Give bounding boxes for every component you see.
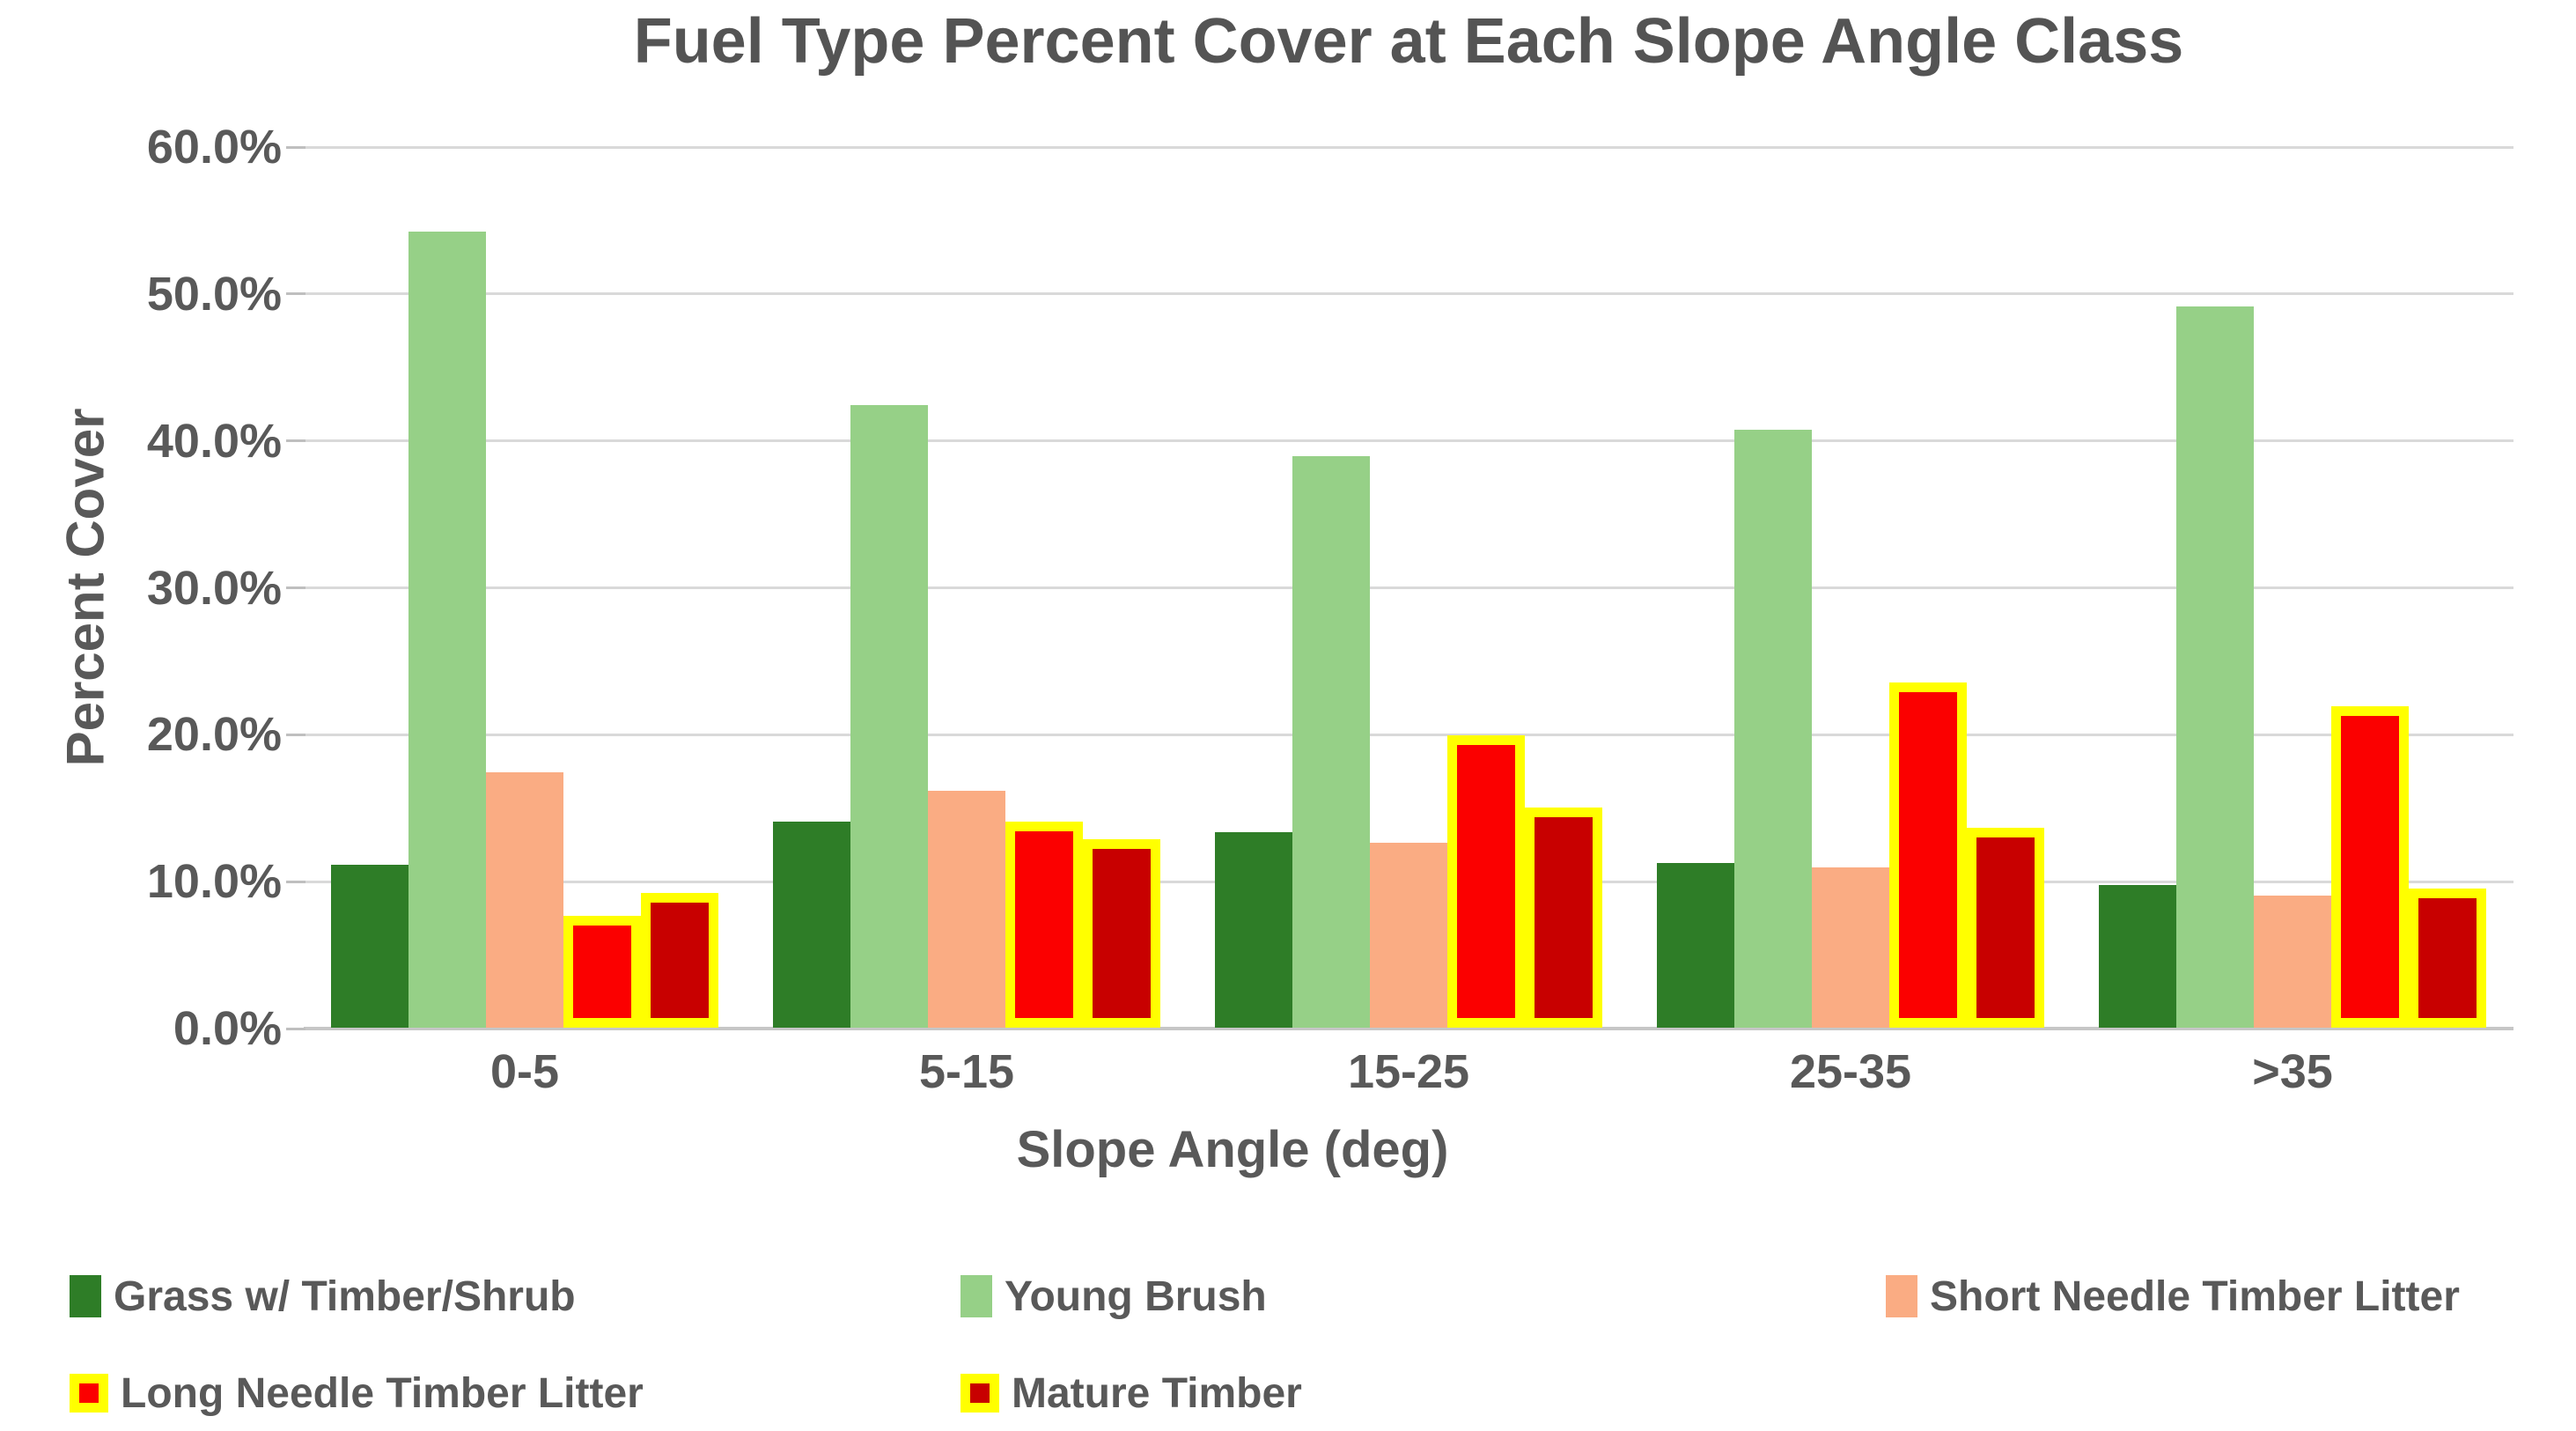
legend-item-young-brush: Young Brush xyxy=(960,1272,1267,1320)
bar-young-brush-15-25 xyxy=(1292,456,1370,1028)
bar-grass-w-timber-shrub-25-35 xyxy=(1657,863,1734,1028)
legend-item-mature-timber: Mature Timber xyxy=(960,1369,1302,1417)
chart-title: Fuel Type Percent Cover at Each Slope An… xyxy=(633,6,2184,77)
y-axis-tick xyxy=(286,292,305,296)
y-tick-label: 30.0% xyxy=(146,561,282,615)
x-tick-label: 5-15 xyxy=(918,1045,1015,1098)
x-axis-title: Slope Angle (deg) xyxy=(1016,1121,1449,1178)
y-axis-tick xyxy=(286,880,305,883)
bar-young-brush-5-15 xyxy=(850,404,928,1028)
y-axis-tick xyxy=(286,1027,305,1030)
gridline xyxy=(304,439,2513,443)
bar-short-needle-timber-litter-0-5 xyxy=(486,771,563,1028)
legend-label: Mature Timber xyxy=(1012,1369,1302,1417)
bar-long-needle-timber-litter->35 xyxy=(2331,705,2409,1028)
y-axis-tick xyxy=(286,145,305,149)
y-tick-label: 10.0% xyxy=(146,855,282,909)
y-tick-label: 0.0% xyxy=(173,1002,282,1055)
bar-short-needle-timber-litter-25-35 xyxy=(1812,867,1889,1028)
bar-grass-w-timber-shrub-0-5 xyxy=(331,864,408,1028)
bar-long-needle-timber-litter-0-5 xyxy=(563,916,641,1028)
bar-mature-timber->35 xyxy=(2409,888,2486,1028)
bar-long-needle-timber-litter-15-25 xyxy=(1447,735,1525,1028)
bar-mature-timber-25-35 xyxy=(1967,828,2044,1028)
gridline xyxy=(304,145,2513,149)
bar-short-needle-timber-litter->35 xyxy=(2254,895,2331,1028)
legend-swatch-icon xyxy=(70,1275,101,1317)
legend-swatch-icon xyxy=(70,1374,108,1413)
bar-young-brush->35 xyxy=(2176,306,2254,1028)
legend-item-short-needle-timber-litter: Short Needle Timber Litter xyxy=(1886,1272,2460,1320)
bar-young-brush-0-5 xyxy=(408,231,486,1028)
legend-item-grass-w-timber-shrub: Grass w/ Timber/Shrub xyxy=(70,1272,576,1320)
x-tick-label: 25-35 xyxy=(1789,1045,1912,1098)
gridline xyxy=(304,586,2513,589)
x-tick-label: 15-25 xyxy=(1347,1045,1470,1098)
bar-grass-w-timber-shrub->35 xyxy=(2099,885,2176,1028)
bar-mature-timber-15-25 xyxy=(1525,807,1602,1028)
x-tick-label: 0-5 xyxy=(489,1045,560,1098)
bar-short-needle-timber-litter-15-25 xyxy=(1370,842,1447,1028)
y-axis-tick xyxy=(286,439,305,443)
bar-grass-w-timber-shrub-5-15 xyxy=(773,822,850,1028)
bar-grass-w-timber-shrub-15-25 xyxy=(1215,832,1292,1028)
legend-label: Grass w/ Timber/Shrub xyxy=(114,1272,576,1320)
y-tick-label: 20.0% xyxy=(146,708,282,762)
bar-short-needle-timber-litter-5-15 xyxy=(928,791,1005,1028)
y-tick-label: 50.0% xyxy=(146,267,282,321)
bar-mature-timber-0-5 xyxy=(641,892,718,1028)
legend-swatch-icon xyxy=(960,1374,999,1413)
legend-swatch-icon xyxy=(1886,1275,1917,1317)
x-axis-line xyxy=(304,1027,2513,1030)
bar-long-needle-timber-litter-5-15 xyxy=(1005,822,1083,1028)
x-tick-label: >35 xyxy=(2252,1045,2333,1098)
y-tick-label: 40.0% xyxy=(146,414,282,468)
y-axis-tick xyxy=(286,586,305,589)
bar-young-brush-25-35 xyxy=(1734,429,1812,1028)
gridline xyxy=(304,292,2513,296)
bar-long-needle-timber-litter-25-35 xyxy=(1889,682,1967,1028)
legend-label: Short Needle Timber Litter xyxy=(1930,1272,2460,1320)
legend-label: Long Needle Timber Litter xyxy=(121,1369,644,1417)
bar-mature-timber-5-15 xyxy=(1083,839,1160,1028)
legend-swatch-icon xyxy=(960,1275,992,1317)
gridline xyxy=(304,733,2513,736)
legend-label: Young Brush xyxy=(1005,1272,1267,1320)
y-axis-tick xyxy=(286,733,305,736)
legend-item-long-needle-timber-litter: Long Needle Timber Litter xyxy=(70,1369,644,1417)
y-tick-label: 60.0% xyxy=(146,121,282,173)
